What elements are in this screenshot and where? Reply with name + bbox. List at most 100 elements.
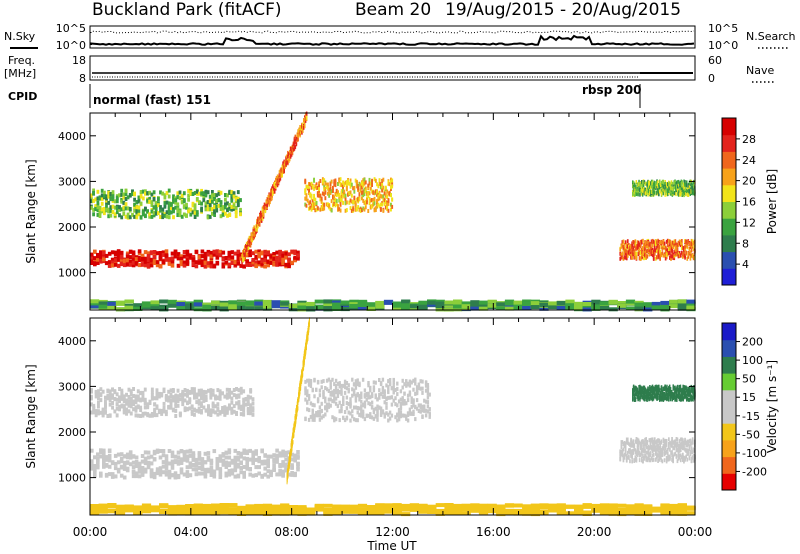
data-cell bbox=[390, 395, 394, 400]
nsearch-label: N.Search bbox=[746, 30, 796, 43]
data-cell bbox=[356, 410, 359, 415]
data-cell bbox=[290, 451, 292, 456]
data-cell bbox=[109, 197, 113, 202]
data-cell bbox=[272, 191, 274, 196]
data-cell bbox=[209, 393, 213, 398]
data-cell bbox=[677, 191, 679, 196]
data-cell bbox=[241, 254, 243, 259]
data-cell bbox=[182, 472, 187, 477]
data-cell bbox=[636, 240, 639, 245]
data-cell bbox=[190, 409, 194, 414]
data-cell bbox=[309, 379, 313, 383]
data-cell bbox=[305, 195, 308, 200]
data-cell bbox=[122, 463, 127, 468]
data-cell bbox=[682, 252, 684, 257]
data-cell bbox=[164, 460, 169, 465]
data-cell bbox=[262, 306, 273, 311]
data-cell bbox=[227, 262, 232, 267]
data-cell bbox=[297, 305, 307, 310]
data-cell bbox=[161, 460, 166, 465]
data-cell bbox=[406, 411, 410, 416]
data-cell bbox=[392, 383, 395, 387]
data-cell bbox=[305, 348, 307, 353]
data-cell bbox=[255, 230, 257, 235]
data-cell bbox=[191, 456, 196, 461]
colorbar-tick-label: 24 bbox=[742, 154, 756, 167]
data-cell bbox=[200, 201, 203, 206]
data-cell bbox=[624, 248, 627, 253]
data-cell bbox=[327, 402, 331, 407]
data-cell bbox=[361, 196, 363, 201]
data-cell bbox=[248, 472, 252, 477]
data-cell bbox=[213, 193, 216, 197]
data-cell bbox=[333, 388, 336, 393]
data-cell bbox=[556, 306, 566, 310]
data-cell bbox=[90, 304, 100, 309]
data-cell bbox=[264, 205, 267, 210]
data-cell bbox=[361, 414, 365, 419]
data-cell bbox=[334, 401, 338, 406]
data-cell bbox=[129, 389, 133, 394]
data-cell bbox=[133, 197, 136, 202]
data-cell bbox=[673, 185, 675, 190]
data-cell bbox=[176, 195, 180, 200]
data-cell bbox=[376, 397, 379, 402]
data-cell bbox=[340, 198, 343, 203]
data-cell bbox=[656, 255, 658, 260]
data-cell bbox=[227, 252, 232, 257]
data-cell bbox=[102, 454, 106, 459]
data-cell bbox=[345, 180, 348, 185]
data-cell bbox=[113, 397, 117, 402]
data-cell bbox=[176, 213, 180, 217]
data-cell bbox=[366, 191, 368, 196]
data-cell bbox=[319, 197, 322, 202]
data-cell bbox=[658, 244, 660, 249]
data-cell bbox=[217, 203, 221, 208]
data-cell bbox=[105, 196, 108, 201]
data-cell bbox=[648, 180, 650, 185]
data-cell bbox=[670, 247, 672, 252]
data-cell bbox=[504, 304, 515, 308]
data-cell bbox=[337, 182, 339, 186]
data-cell bbox=[209, 250, 214, 255]
data-cell bbox=[305, 184, 308, 189]
data-cell bbox=[376, 198, 378, 203]
data-cell bbox=[134, 257, 139, 262]
noise-tick-left-bottom: 10^0 bbox=[56, 39, 86, 52]
data-cell bbox=[182, 250, 187, 254]
data-cell bbox=[280, 170, 283, 175]
colorbar-swatch bbox=[722, 201, 736, 219]
data-cell bbox=[313, 206, 315, 210]
data-cell bbox=[376, 204, 378, 209]
data-cell bbox=[120, 390, 124, 395]
data-cell bbox=[664, 187, 666, 192]
data-cell bbox=[630, 244, 632, 249]
data-cell bbox=[257, 260, 261, 265]
data-cell bbox=[137, 462, 142, 467]
data-cell bbox=[340, 383, 343, 388]
data-cell bbox=[671, 240, 673, 245]
data-cell bbox=[195, 408, 199, 413]
data-cell bbox=[113, 461, 118, 466]
data-cell bbox=[683, 182, 685, 187]
data-cell bbox=[108, 392, 112, 396]
data-cell bbox=[328, 187, 331, 192]
data-cell bbox=[322, 379, 325, 384]
data-cell bbox=[355, 184, 358, 189]
data-cell bbox=[300, 381, 302, 386]
data-cell bbox=[633, 251, 636, 256]
colorbar-swatch bbox=[722, 218, 736, 236]
data-cell bbox=[268, 200, 270, 205]
data-region-mid-patch bbox=[90, 188, 242, 220]
data-cell bbox=[371, 189, 373, 194]
data-cell bbox=[638, 182, 640, 187]
data-cell bbox=[104, 457, 109, 462]
data-cell bbox=[275, 250, 279, 255]
data-cell bbox=[211, 196, 214, 200]
data-cell bbox=[157, 211, 160, 216]
data-cell bbox=[150, 390, 154, 395]
data-cell bbox=[307, 417, 311, 422]
data-cell bbox=[146, 258, 151, 263]
data-cell bbox=[283, 159, 285, 164]
data-cell bbox=[301, 124, 303, 129]
